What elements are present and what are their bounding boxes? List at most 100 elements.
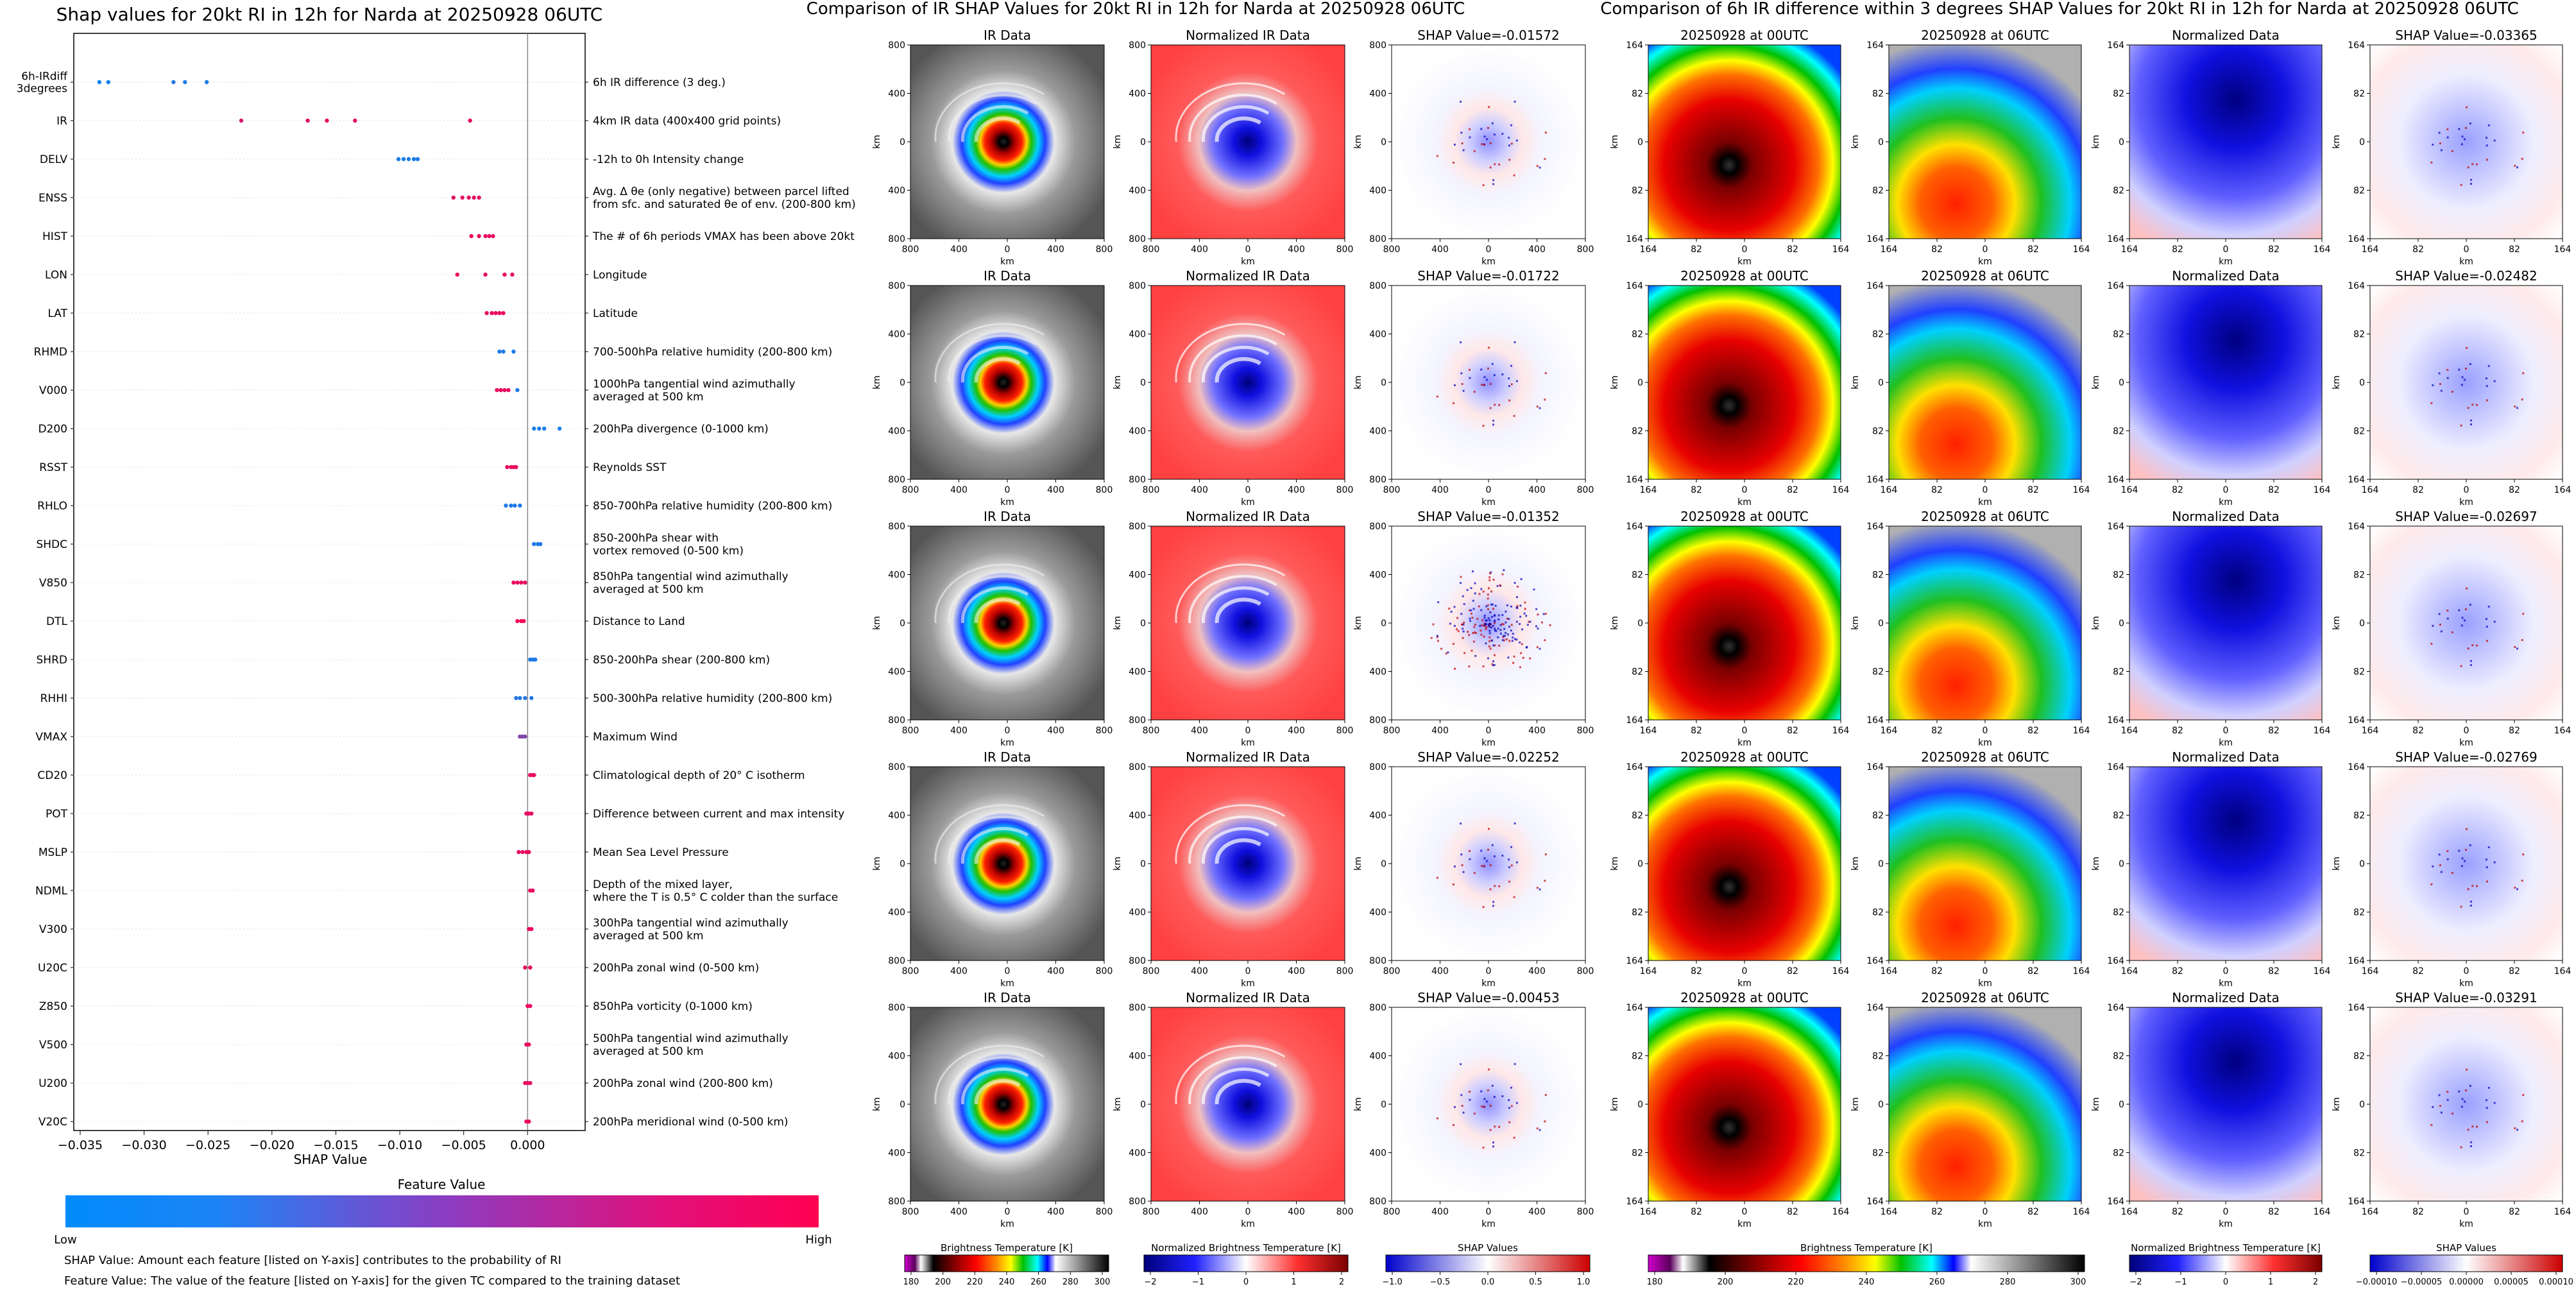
y-tick-label: 82 — [2113, 330, 2124, 340]
shap-speckle — [1479, 625, 1481, 627]
rainband — [1201, 345, 1270, 383]
x-tick-label: 164 — [2073, 726, 2090, 736]
shap-point — [483, 234, 488, 239]
shap-point — [484, 311, 489, 316]
shap-speckle — [1484, 624, 1487, 627]
x-tick-label: 800 — [1383, 244, 1401, 255]
shap-speckle — [1489, 1104, 1492, 1107]
shap-speckle — [1482, 665, 1485, 668]
rainband — [960, 586, 1029, 624]
y-tick-label: 0 — [900, 378, 905, 388]
y-tick-label: 164 — [1866, 281, 1884, 291]
shap-speckle — [1493, 855, 1496, 858]
rainband — [948, 575, 1037, 624]
shap-speckle — [2432, 143, 2434, 146]
shap-speckle — [2465, 346, 2468, 349]
shap-speckle — [1514, 638, 1516, 640]
y-tick-label: 0 — [2119, 619, 2124, 629]
y-tick-label: 800 — [1369, 475, 1386, 485]
shap-speckle — [1472, 632, 1474, 635]
colorbar-tick-label: 300 — [2070, 1277, 2086, 1287]
shap-point — [501, 349, 506, 354]
rainband — [1201, 586, 1270, 624]
colorbar-tick-label: 0 — [2223, 1277, 2228, 1287]
y-axis-label: km — [872, 616, 882, 630]
shap-speckle — [2461, 624, 2463, 627]
shap-speckle — [1539, 407, 1541, 409]
x-tick-label: 82 — [1691, 966, 1702, 977]
shap-speckle — [1492, 1145, 1494, 1148]
shap-point — [509, 503, 513, 508]
panel-image — [910, 286, 1104, 479]
x-tick-label: 800 — [1336, 244, 1354, 255]
x-tick-label: 800 — [1096, 726, 1113, 736]
x-tick-label: 82 — [1931, 485, 1943, 495]
shap-speckle — [1448, 608, 1451, 610]
shap-point — [533, 657, 538, 662]
colorbar-tick-label: 2 — [2313, 1277, 2318, 1287]
y-tick-label: 0 — [900, 859, 905, 869]
shap-speckle — [1499, 629, 1502, 631]
x-tick-label: 400 — [1528, 966, 1546, 977]
colorbar-gradient — [904, 1254, 1109, 1272]
shap-speckle — [1506, 617, 1508, 620]
x-axis-label: km — [2219, 978, 2233, 989]
shap-speckle — [2485, 858, 2487, 861]
shap-point — [557, 426, 562, 431]
feature-label: POT — [46, 808, 68, 821]
y-tick-label: 400 — [1129, 570, 1146, 581]
panel-title: Normalized IR Data — [1186, 749, 1310, 765]
y-tick-label: 82 — [2353, 1052, 2365, 1062]
shap-speckle — [1490, 590, 1493, 593]
colorbar-tick-label: −1 — [1192, 1277, 1204, 1287]
shap-speckle — [1483, 1098, 1486, 1100]
x-tick-label: 400 — [1288, 485, 1305, 495]
shap-speckle — [1510, 364, 1512, 367]
y-tick-label: 400 — [888, 89, 905, 99]
shap-point — [527, 849, 531, 855]
shap-speckle — [1514, 341, 1516, 343]
x-tick-label: 164 — [2554, 485, 2572, 495]
shap-speckle — [1510, 142, 1513, 145]
x-axis-label: km — [2219, 257, 2233, 267]
feature-description: 850hPa vorticity (0-1000 km) — [593, 1000, 753, 1013]
y-tick-label: 82 — [2113, 570, 2124, 581]
panel-image — [2129, 45, 2322, 239]
x-tick-label: 0 — [2223, 966, 2229, 977]
shap-speckle — [2438, 372, 2441, 375]
y-tick-label: 400 — [1129, 89, 1146, 99]
shap-speckle — [1502, 623, 1505, 626]
shap-point — [491, 234, 495, 239]
colorbar-gradient — [2129, 1254, 2323, 1272]
y-tick-label: 164 — [2348, 40, 2365, 51]
x-tick-label: 164 — [1640, 1207, 1657, 1217]
panel-title: Normalized Data — [2172, 268, 2280, 284]
shap-speckle — [1480, 633, 1483, 636]
shap-speckle — [1495, 629, 1497, 632]
rainband — [960, 105, 1029, 142]
shap-speckle — [2471, 404, 2474, 406]
shap-speckle — [1469, 849, 1471, 852]
ir-panel-title: Comparison of IR SHAP Values for 20kt RI… — [806, 0, 1465, 19]
shap-speckle — [1485, 627, 1487, 630]
y-tick-label: 0 — [2359, 1100, 2365, 1110]
shap-point — [483, 272, 488, 277]
shap-speckle — [2486, 1121, 2488, 1123]
shap-speckle — [1491, 844, 1494, 846]
x-tick-label: 400 — [1528, 485, 1546, 495]
shap-speckle — [2446, 128, 2449, 131]
feature-description: Difference between current and max inten… — [593, 808, 844, 821]
x-tick-label: 82 — [2268, 966, 2280, 977]
x-tick-label: 82 — [2268, 485, 2280, 495]
x-tick-label: 0 — [2464, 726, 2469, 736]
y-tick-label: 164 — [2107, 1003, 2124, 1013]
colorbar-tick-label: 180 — [903, 1277, 919, 1287]
image-panel: Normalized IR Data8008004004000040040080… — [1113, 268, 1353, 508]
x-axis-label: km — [1241, 257, 1255, 267]
x-axis-label: km — [1000, 497, 1014, 508]
shap-speckle — [2522, 372, 2525, 375]
shap-speckle — [1494, 163, 1496, 166]
rainband — [1188, 815, 1277, 864]
shap-speckle — [2463, 619, 2466, 622]
